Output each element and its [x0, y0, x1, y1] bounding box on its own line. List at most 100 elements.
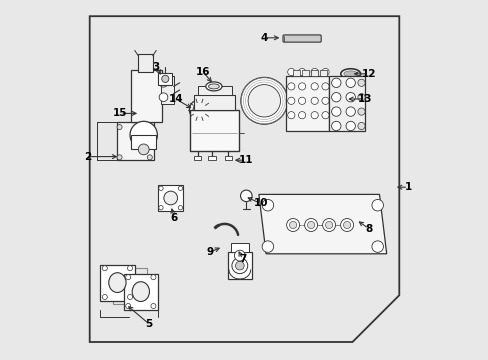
Circle shape [357, 94, 365, 101]
Bar [302, 70, 308, 76]
Polygon shape [258, 194, 386, 254]
Bar [230, 243, 248, 252]
Text: 5: 5 [145, 319, 152, 329]
Circle shape [262, 241, 273, 252]
Circle shape [331, 107, 340, 116]
FancyBboxPatch shape [283, 35, 321, 42]
Circle shape [331, 93, 340, 102]
Text: 7: 7 [239, 254, 246, 264]
Bar [310, 70, 317, 76]
Circle shape [178, 186, 182, 190]
Circle shape [357, 108, 365, 115]
Circle shape [162, 75, 168, 82]
Text: 2: 2 [84, 152, 91, 162]
Bar [161, 76, 173, 104]
Circle shape [159, 93, 167, 102]
Text: 15: 15 [113, 108, 127, 118]
Circle shape [298, 112, 305, 119]
Ellipse shape [132, 282, 149, 301]
Bar [138, 54, 152, 72]
Text: 4: 4 [260, 33, 267, 43]
Circle shape [346, 121, 355, 131]
Ellipse shape [208, 84, 219, 89]
Text: 12: 12 [361, 69, 375, 79]
Circle shape [340, 219, 353, 231]
Ellipse shape [108, 273, 126, 292]
Text: 10: 10 [253, 198, 267, 208]
Circle shape [240, 190, 251, 202]
Text: 14: 14 [168, 94, 183, 104]
Bar [158, 73, 172, 85]
Ellipse shape [337, 94, 356, 104]
Circle shape [321, 68, 328, 76]
Circle shape [159, 78, 167, 87]
Circle shape [346, 93, 355, 102]
Circle shape [159, 206, 163, 210]
Circle shape [127, 294, 132, 300]
Circle shape [241, 77, 287, 124]
Circle shape [346, 107, 355, 116]
Circle shape [325, 221, 332, 229]
Ellipse shape [163, 191, 177, 205]
Circle shape [322, 219, 335, 231]
Circle shape [304, 219, 317, 231]
Circle shape [189, 100, 209, 120]
Circle shape [151, 275, 156, 280]
Text: 8: 8 [365, 224, 371, 234]
Circle shape [343, 221, 350, 229]
Circle shape [117, 125, 122, 130]
Circle shape [125, 275, 130, 280]
Bar [131, 70, 162, 122]
Circle shape [117, 155, 122, 160]
Circle shape [307, 221, 314, 229]
Circle shape [286, 219, 299, 231]
Circle shape [331, 78, 340, 87]
Bar [197, 86, 231, 95]
Text: 1: 1 [404, 182, 411, 192]
Ellipse shape [340, 69, 360, 79]
Bar [194, 156, 201, 160]
Text: 9: 9 [206, 247, 213, 257]
Circle shape [321, 83, 328, 90]
Circle shape [371, 199, 383, 211]
Bar [320, 70, 326, 76]
Circle shape [298, 97, 305, 104]
Text: 6: 6 [170, 213, 178, 223]
Circle shape [321, 112, 328, 119]
Circle shape [287, 112, 294, 119]
Circle shape [147, 155, 152, 160]
Circle shape [321, 97, 328, 104]
Circle shape [331, 121, 340, 131]
Bar [292, 70, 299, 76]
Circle shape [357, 122, 365, 130]
Circle shape [193, 103, 205, 116]
Circle shape [346, 78, 355, 87]
Ellipse shape [343, 71, 357, 77]
Circle shape [231, 258, 247, 274]
Circle shape [102, 266, 107, 271]
Ellipse shape [205, 82, 222, 91]
Text: 11: 11 [239, 155, 253, 165]
Bar [190, 110, 239, 151]
Circle shape [138, 144, 149, 155]
Circle shape [102, 294, 107, 300]
Ellipse shape [340, 96, 352, 102]
Circle shape [235, 261, 244, 270]
Bar [123, 274, 158, 310]
Circle shape [178, 206, 182, 210]
Circle shape [310, 97, 318, 104]
Circle shape [127, 266, 132, 271]
Circle shape [147, 125, 152, 130]
Bar [131, 135, 156, 149]
Bar [117, 122, 154, 160]
Circle shape [130, 121, 157, 149]
Bar [101, 265, 134, 301]
Circle shape [310, 68, 318, 76]
Circle shape [234, 250, 244, 261]
Circle shape [247, 85, 280, 117]
Bar [208, 156, 215, 160]
Circle shape [159, 186, 163, 190]
Bar [194, 95, 235, 110]
Circle shape [298, 68, 305, 76]
Bar [228, 252, 251, 279]
